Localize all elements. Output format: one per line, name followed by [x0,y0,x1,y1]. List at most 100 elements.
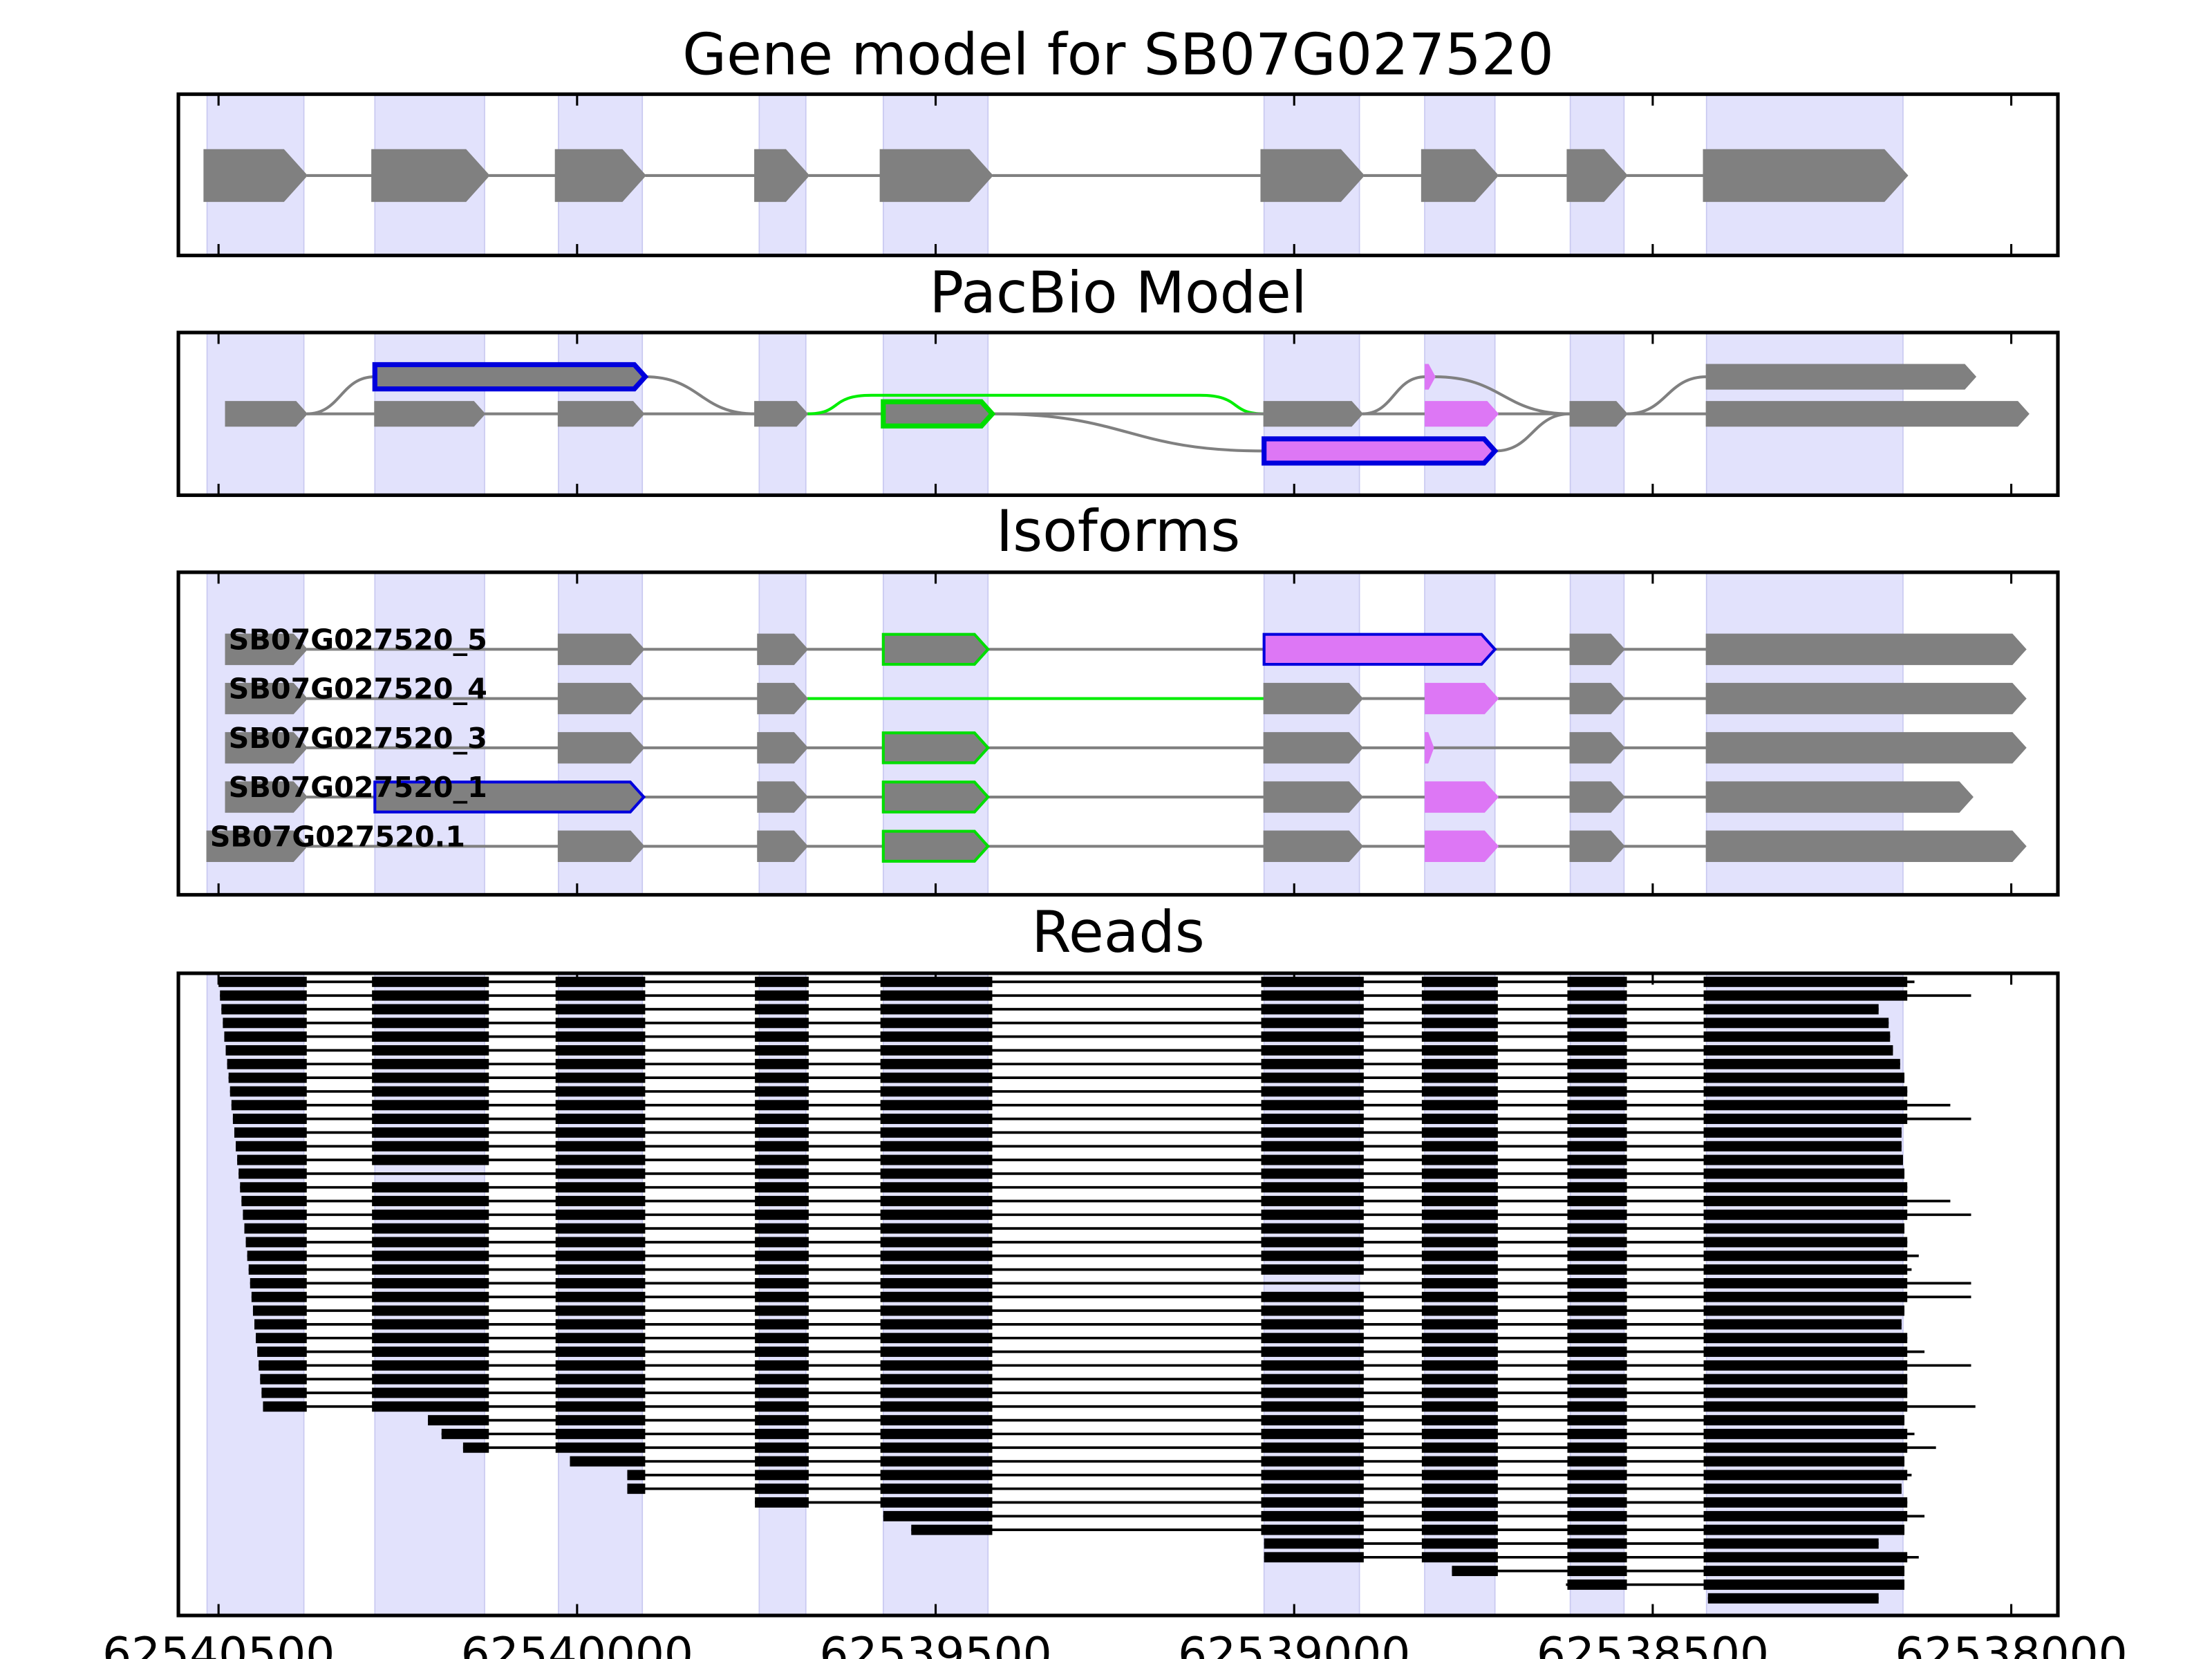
edge [1494,412,1571,453]
read-block [1707,1593,1879,1604]
exon [1705,633,2027,666]
exon [225,732,308,764]
exon [1705,401,2030,427]
exon [1569,682,1625,715]
exon [1263,830,1364,862]
read-block [229,1086,307,1097]
read-block [1703,1237,1908,1248]
read-block [880,1031,993,1042]
read-block [555,1058,646,1069]
read-block [1703,1154,1903,1165]
read-block [1703,1196,1908,1206]
read-block [1261,1114,1364,1125]
read-block [237,1154,307,1165]
read-block [1703,1114,1908,1125]
read-block [1261,1442,1364,1453]
read-block [755,1470,809,1481]
read-block [231,1100,307,1111]
read-block [372,976,489,987]
read-block [1421,1291,1498,1302]
read-block [555,1401,646,1412]
exon-region [374,572,485,896]
exon [881,830,991,863]
read-block [1261,1209,1364,1220]
read-block [372,1114,489,1125]
exon [1263,682,1364,715]
exon [557,830,645,862]
read-block [755,1401,809,1412]
exon [557,633,645,666]
read-block [1261,1100,1364,1111]
read-block [1421,1538,1498,1549]
read-block [372,1319,489,1330]
read-block [880,1415,993,1426]
read-block [555,1442,646,1453]
read-block [1421,1387,1498,1398]
read-block [880,1086,993,1097]
exon [206,830,308,862]
read-block [1567,1524,1627,1535]
panel-frame [176,971,2060,1618]
read-block [880,1237,993,1248]
read-block [1421,1277,1498,1288]
read-block [1261,1347,1364,1357]
exon [881,780,991,814]
read-block [1567,990,1627,1001]
read-block [1421,1168,1498,1179]
read-block [1567,1483,1627,1494]
read-block [1421,1333,1498,1344]
read-block [224,1031,307,1042]
read-block [372,1127,489,1138]
read-block [1567,1237,1627,1248]
read-block [911,1524,993,1535]
read-block [1703,1442,1908,1453]
read-block [1261,1401,1364,1412]
read-block [1567,1360,1627,1371]
exon [1262,436,1499,466]
read-block [1567,976,1627,987]
read-block [555,1196,646,1206]
read-block [555,1045,646,1056]
read-block [1567,1004,1627,1015]
read-block [1567,1223,1627,1234]
exon [881,399,996,429]
read-block [555,1114,646,1125]
read-block [755,1127,809,1138]
read-block [1567,1182,1627,1193]
read-block [755,1497,809,1508]
read-block [372,1045,489,1056]
read-block [1567,1538,1627,1549]
read-block [1567,1072,1627,1083]
edge [992,412,1264,453]
read-block [220,990,307,1001]
read-block [555,1031,646,1042]
read-block [880,1470,993,1481]
panel-frame [176,330,2060,497]
x-tick-label: 62540000 [461,1627,693,1659]
read-block [880,1018,993,1029]
read-block [755,1154,809,1165]
read-block [1421,1127,1498,1138]
read-block [1703,1058,1900,1069]
read-block [1703,1045,1893,1056]
read-block [755,1264,809,1275]
edge [306,375,375,415]
read-block [627,1483,646,1494]
read-block [227,1058,307,1069]
read-block [755,1168,809,1179]
read-block [1567,1401,1627,1412]
exon [1705,364,1977,390]
read-block [755,1018,809,1029]
read-block [1567,1442,1627,1453]
read-block [1261,1058,1364,1069]
read-block [441,1428,489,1439]
read-block [1703,1580,1905,1590]
read-block [248,1264,307,1275]
panel-title: Gene model for SB07G027520 [682,21,1554,88]
read-block [1421,1004,1498,1015]
isoform-label: SB07G027520_4 [229,673,487,706]
exon [225,633,308,666]
read-block [1567,1209,1627,1220]
read-block [372,1031,489,1042]
read-block [755,1004,809,1015]
